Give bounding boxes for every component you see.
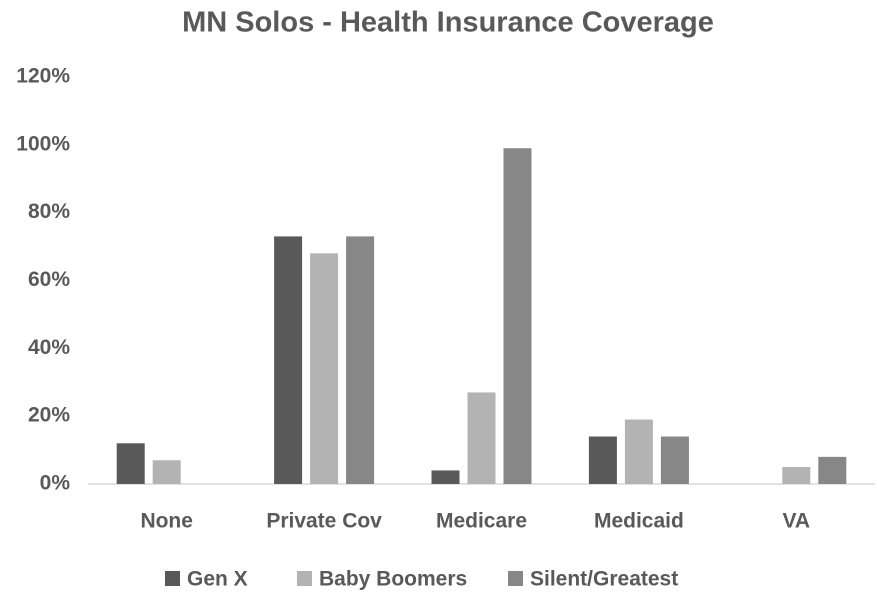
bar [431, 470, 460, 484]
bar [503, 148, 532, 484]
bar [818, 456, 847, 484]
legend-swatch [165, 571, 180, 586]
legend-label: Baby Boomers [319, 568, 467, 591]
bar [310, 253, 339, 484]
y-tick-label: 80% [28, 200, 70, 223]
y-tick-label: 20% [28, 404, 70, 427]
y-tick-label: 120% [16, 65, 70, 88]
bar [588, 436, 617, 484]
bar [274, 236, 303, 484]
bar [624, 419, 653, 484]
bar [782, 467, 811, 484]
x-tick-label: Medicaid [594, 510, 684, 533]
bar [346, 236, 375, 484]
y-tick-label: 40% [28, 336, 70, 359]
y-tick-label: 100% [16, 132, 70, 155]
legend-label: Gen X [187, 568, 248, 591]
x-tick-label: None [140, 510, 193, 533]
x-tick-label: Private Cov [266, 510, 382, 533]
y-tick-label: 60% [28, 268, 70, 291]
bar [467, 392, 496, 484]
legend-label: Silent/Greatest [530, 568, 678, 591]
legend-swatch [508, 571, 523, 586]
x-tick-label: VA [782, 510, 810, 533]
legend-swatch [297, 571, 312, 586]
bar [152, 460, 181, 484]
x-tick-label: Medicare [436, 510, 527, 533]
bar [116, 443, 145, 484]
y-tick-label: 0% [40, 472, 71, 495]
chart-title: MN Solos - Health Insurance Coverage [182, 7, 714, 39]
bar [660, 436, 689, 484]
